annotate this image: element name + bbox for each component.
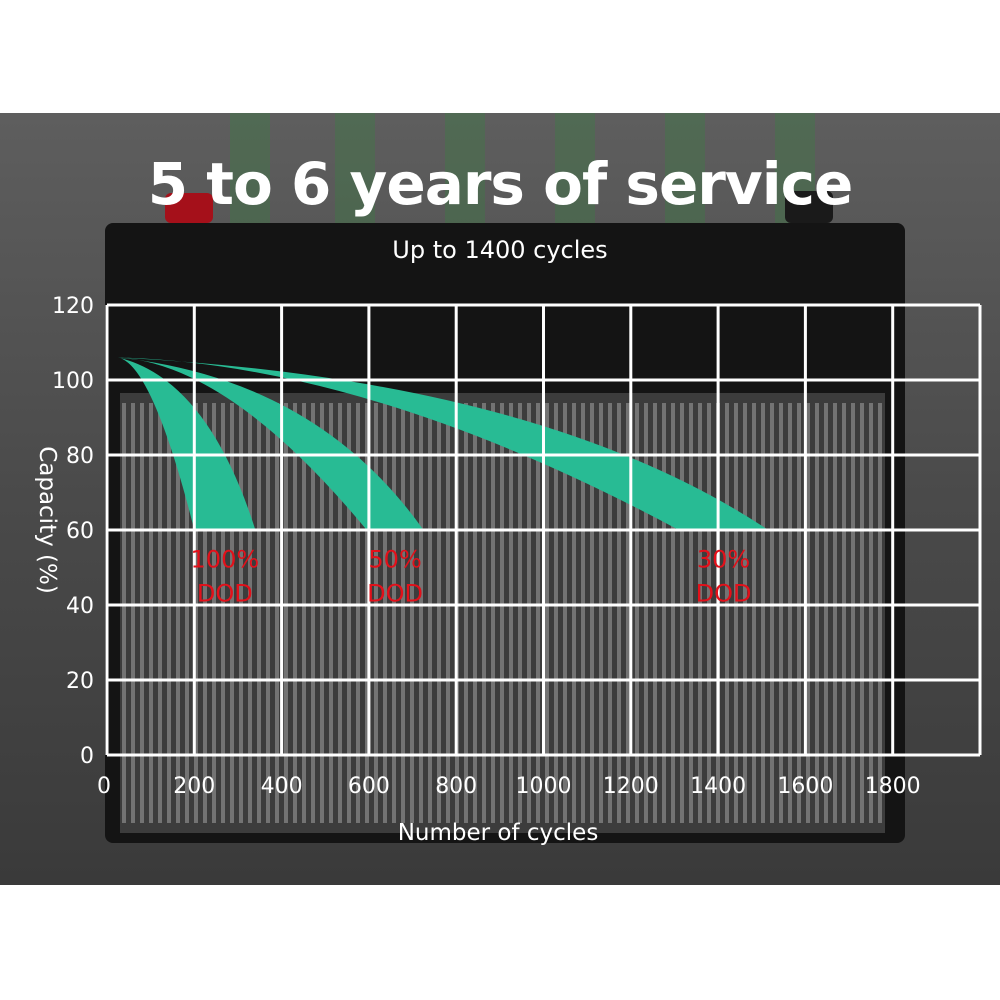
y-tick-label: 40 bbox=[66, 594, 94, 619]
x-tick-label: 400 bbox=[261, 774, 303, 799]
x-tick-label: 1800 bbox=[865, 774, 921, 799]
y-axis-label: Capacity (%) bbox=[34, 446, 60, 594]
x-axis-label: Number of cycles bbox=[398, 820, 599, 846]
x-tick-label: 1200 bbox=[603, 774, 659, 799]
dod-annotation-value: 100% bbox=[191, 546, 260, 574]
dod-annotation-value: 50% bbox=[368, 546, 421, 574]
x-tick-label: 1400 bbox=[690, 774, 746, 799]
x-tick-label: 600 bbox=[348, 774, 390, 799]
headline: 5 to 6 years of service bbox=[147, 150, 854, 218]
dod-annotation-label: DOD bbox=[696, 579, 752, 607]
dod-annotation-value: 30% bbox=[697, 546, 750, 574]
dod-band-0 bbox=[117, 357, 256, 530]
y-tick-label: 120 bbox=[52, 294, 94, 319]
dod-band-1 bbox=[117, 357, 424, 530]
y-tick-label: 100 bbox=[52, 369, 94, 394]
dod-band-2 bbox=[117, 357, 769, 530]
x-tick-label: 1000 bbox=[516, 774, 572, 799]
dod-annotation-label: DOD bbox=[197, 579, 253, 607]
x-tick-label: 200 bbox=[173, 774, 215, 799]
y-tick-label: 80 bbox=[66, 444, 94, 469]
x-tick-label: 1600 bbox=[777, 774, 833, 799]
y-tick-label: 60 bbox=[66, 519, 94, 544]
y-tick-label: 0 bbox=[80, 744, 94, 769]
dod-annotation-label: DOD bbox=[367, 579, 423, 607]
x-tick-label: 800 bbox=[435, 774, 477, 799]
subheadline: Up to 1400 cycles bbox=[392, 236, 608, 264]
y-tick-label: 20 bbox=[66, 669, 94, 694]
x-tick-label: 0 bbox=[97, 774, 111, 799]
